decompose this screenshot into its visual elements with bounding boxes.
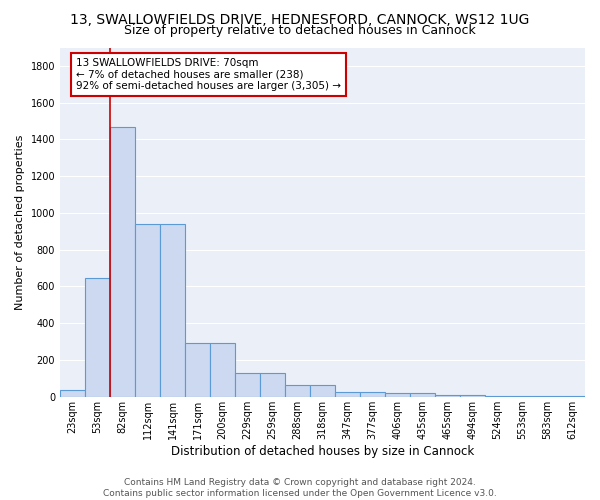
- Bar: [110, 126, 135, 397]
- Text: 13 SWALLOWFIELDS DRIVE: 70sqm
← 7% of detached houses are smaller (238)
92% of s: 13 SWALLOWFIELDS DRIVE: 70sqm ← 7% of de…: [76, 58, 341, 91]
- Bar: [210, 344, 235, 397]
- Bar: [435, 396, 460, 397]
- Bar: [385, 393, 410, 397]
- Bar: [135, 224, 160, 397]
- Text: Size of property relative to detached houses in Cannock: Size of property relative to detached ho…: [124, 24, 476, 37]
- Bar: [85, 278, 110, 397]
- Bar: [460, 396, 485, 397]
- Bar: [260, 373, 285, 397]
- Y-axis label: Number of detached properties: Number of detached properties: [15, 134, 25, 310]
- Bar: [160, 224, 185, 397]
- Bar: [60, 390, 85, 397]
- Bar: [185, 344, 210, 397]
- Bar: [510, 396, 535, 397]
- Bar: [235, 373, 260, 397]
- Bar: [285, 385, 310, 397]
- Text: 13, SWALLOWFIELDS DRIVE, HEDNESFORD, CANNOCK, WS12 1UG: 13, SWALLOWFIELDS DRIVE, HEDNESFORD, CAN…: [70, 12, 530, 26]
- Text: Contains HM Land Registry data © Crown copyright and database right 2024.
Contai: Contains HM Land Registry data © Crown c…: [103, 478, 497, 498]
- X-axis label: Distribution of detached houses by size in Cannock: Distribution of detached houses by size …: [171, 444, 474, 458]
- Bar: [310, 385, 335, 397]
- Bar: [485, 396, 510, 397]
- Bar: [335, 392, 360, 397]
- Bar: [360, 392, 385, 397]
- Bar: [410, 393, 435, 397]
- Bar: [535, 396, 560, 397]
- Bar: [560, 396, 585, 397]
